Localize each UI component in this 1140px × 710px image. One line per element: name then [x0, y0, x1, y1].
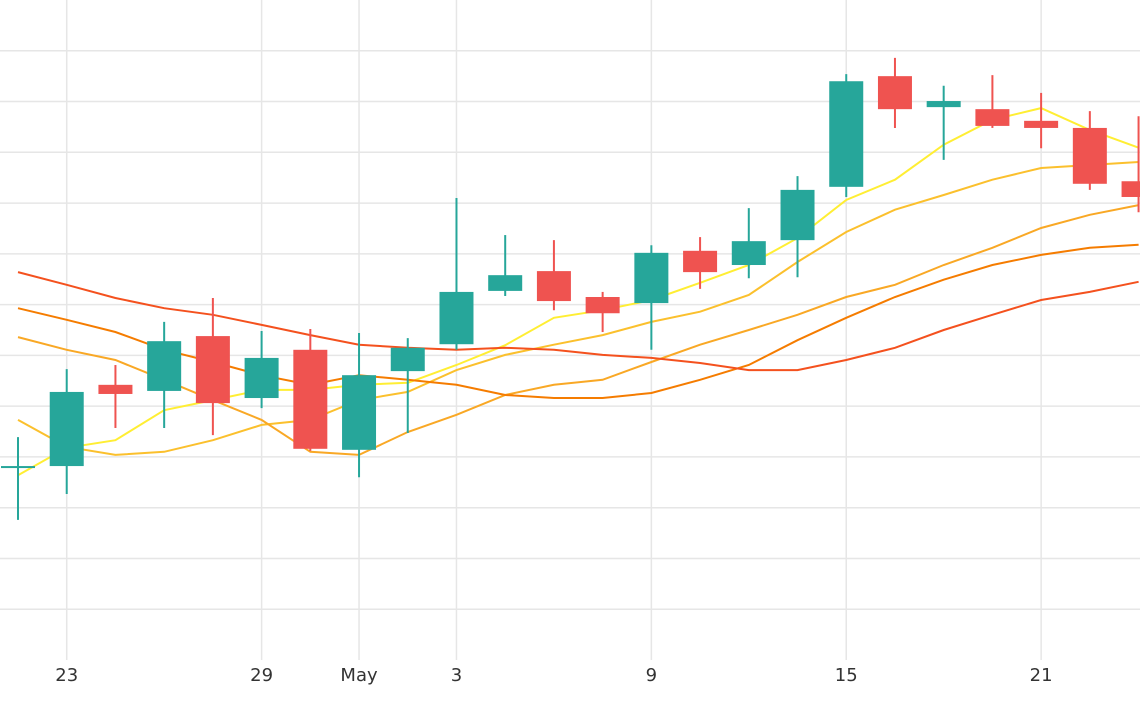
candle — [780, 176, 815, 278]
candle-body — [293, 349, 328, 449]
candle-body — [780, 189, 815, 241]
moving-average-line — [17, 161, 1139, 456]
x-tick-label: 29 — [250, 665, 273, 686]
candle — [1121, 116, 1140, 213]
candle-body — [829, 81, 864, 187]
candle-body — [98, 384, 133, 394]
candle — [1072, 111, 1107, 190]
candle-body — [975, 109, 1010, 126]
candle — [293, 328, 328, 451]
candle-body — [1024, 120, 1059, 128]
candle-body — [147, 341, 182, 391]
candle — [634, 245, 669, 350]
candle — [195, 298, 230, 436]
candle — [439, 198, 474, 350]
candle — [342, 333, 377, 478]
x-tick-label: 21 — [1030, 665, 1053, 686]
candle — [877, 57, 912, 128]
candle — [585, 291, 620, 333]
x-tick-label: 3 — [451, 665, 462, 686]
candle-body — [439, 291, 474, 345]
candle-body — [195, 336, 230, 404]
candle-body — [634, 252, 669, 304]
moving-average-line — [17, 107, 1139, 477]
candle — [1024, 92, 1059, 149]
moving-average-line — [17, 271, 1139, 372]
x-tick-label: 23 — [55, 665, 78, 686]
candle-body — [1, 466, 35, 469]
candle — [683, 237, 718, 289]
candles — [1, 57, 1140, 520]
candle — [147, 321, 182, 428]
candle-body — [731, 241, 766, 266]
candle-body — [390, 347, 425, 372]
candle — [488, 235, 523, 296]
candle-body — [585, 297, 620, 314]
candle-body — [926, 101, 961, 108]
candle-body — [1121, 181, 1140, 197]
candle — [98, 365, 133, 428]
x-tick-label: May — [340, 665, 378, 686]
candle — [536, 240, 571, 311]
candle-body — [683, 250, 718, 273]
candle-body — [244, 357, 279, 399]
moving-averages — [17, 107, 1139, 477]
candle-body — [877, 76, 912, 110]
x-tick-label: 9 — [646, 665, 657, 686]
candle — [390, 338, 425, 434]
candle — [49, 369, 84, 494]
candle-body — [49, 391, 84, 467]
candle — [975, 75, 1010, 128]
candle-body — [1072, 127, 1107, 184]
candle — [1, 437, 35, 520]
candle-body — [342, 375, 377, 450]
candle — [244, 331, 279, 409]
moving-average-line — [17, 204, 1139, 456]
candle-body — [488, 275, 523, 291]
candle — [829, 74, 864, 197]
candle-body — [536, 271, 571, 302]
candle — [926, 85, 961, 160]
x-tick-label: 15 — [835, 665, 858, 686]
candle — [731, 208, 766, 279]
